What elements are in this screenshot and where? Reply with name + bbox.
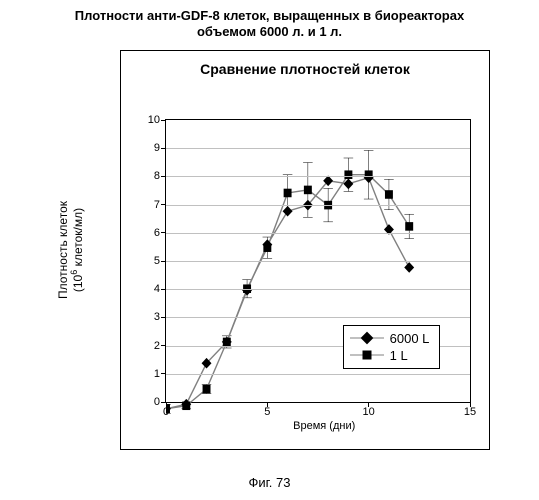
y-axis-title-line1: Плотность клеток [56, 201, 70, 299]
legend-row-6000l: 6000 L [350, 330, 430, 347]
y-tick-mark [161, 176, 166, 177]
gridline [166, 148, 470, 149]
x-axis-title: Время (дни) [293, 402, 355, 432]
y-tick-mark [161, 261, 166, 262]
chart-title: Сравнение плотностей клеток [121, 51, 489, 81]
y-axis-title-line2-pre: (10 [71, 275, 85, 292]
gridline [166, 233, 470, 234]
gridline [166, 261, 470, 262]
chart-svg-layer [166, 120, 470, 424]
legend-label-6000l: 6000 L [390, 331, 430, 346]
gridline [166, 289, 470, 290]
y-tick-mark [161, 373, 166, 374]
figure-supertitle-line2: объемом 6000 л. и 1 л. [197, 24, 342, 39]
y-tick-mark [161, 120, 166, 121]
legend-marker-1l [350, 348, 384, 362]
chart-panel: Сравнение плотностей клеток Время (дни) … [120, 50, 490, 450]
gridline [166, 317, 470, 318]
y-tick-mark [161, 345, 166, 346]
gridline [166, 374, 470, 375]
figure-supertitle-line1: Плотности анти-GDF-8 клеток, выращенных … [75, 8, 464, 23]
gridline [166, 176, 470, 177]
figure-caption: Фиг. 73 [0, 475, 539, 490]
y-tick-mark [161, 232, 166, 233]
plot-area-wrapper: Время (дни) 012345678910051015 6000 L 1 … [165, 119, 471, 403]
y-tick-mark [161, 148, 166, 149]
x-tick-mark [368, 402, 369, 407]
x-tick-mark [166, 402, 167, 407]
y-tick-mark [161, 204, 166, 205]
x-tick-mark [267, 402, 268, 407]
figure-supertitle: Плотности анти-GDF-8 клеток, выращенных … [0, 8, 539, 47]
legend-row-1l: 1 L [350, 347, 430, 364]
legend-marker-6000l [350, 331, 384, 345]
y-axis-title: Плотность клеток (106 клеток/мл) [57, 201, 85, 299]
y-axis-title-line2-sup: 6 [69, 270, 79, 275]
chart-legend: 6000 L 1 L [343, 325, 441, 369]
x-tick-mark [470, 402, 471, 407]
y-tick-mark [161, 289, 166, 290]
gridline [166, 205, 470, 206]
legend-label-1l: 1 L [390, 348, 408, 363]
y-tick-mark [161, 317, 166, 318]
y-axis-title-line2-suf: клеток/мл) [71, 208, 85, 270]
